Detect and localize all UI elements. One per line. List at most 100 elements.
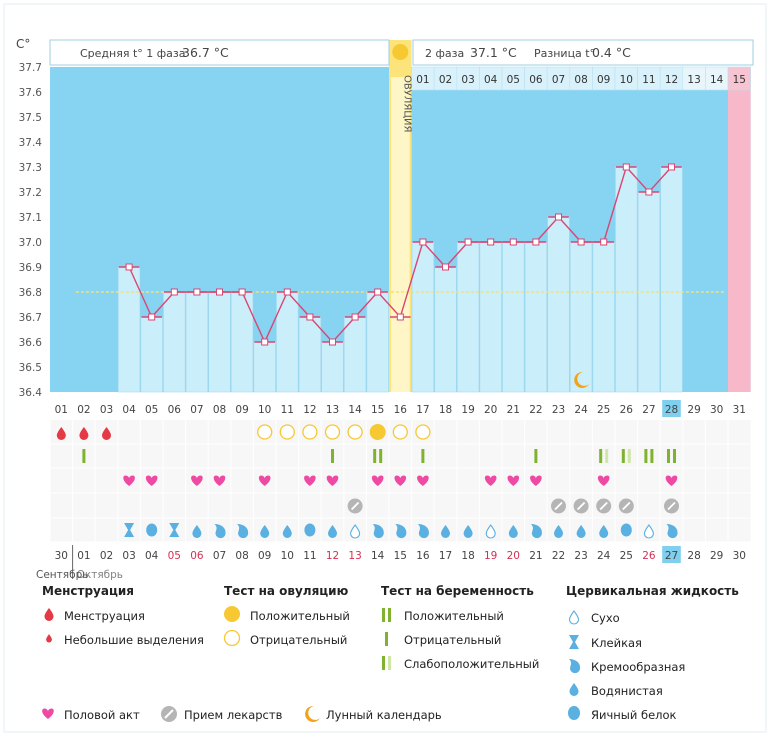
bottom-date-label: 23	[574, 550, 587, 562]
y-tick-label: 36.5	[19, 362, 42, 374]
temp-bar	[660, 166, 683, 393]
y-tick-label: 36.6	[19, 337, 43, 349]
ovulation-inner	[391, 77, 410, 392]
pill-icon-line	[554, 501, 563, 511]
temperature-point	[193, 288, 201, 296]
temp-bar	[253, 341, 276, 393]
bottom-date-label: 01	[77, 550, 90, 562]
phase2-day-label: 09	[597, 74, 610, 86]
bottom-date-label: 22	[552, 550, 565, 562]
ovtest-negative-icon	[324, 424, 341, 440]
date-label: 26	[620, 404, 634, 416]
temp-bar	[434, 266, 457, 393]
temp-bar	[208, 291, 231, 393]
date-label: 07	[190, 404, 203, 416]
y-tick-label: 36.9	[19, 262, 42, 274]
temp-bar	[502, 241, 525, 393]
date-label: 11	[281, 404, 294, 416]
temperature-point	[442, 263, 449, 271]
temp-bar	[321, 341, 344, 393]
phase2-header	[412, 39, 754, 66]
date-label: 21	[507, 404, 520, 416]
bottom-date-label: 02	[100, 550, 113, 562]
temperature-point	[555, 213, 562, 221]
bottom-date-label: 06	[190, 550, 204, 562]
date-label: 22	[529, 404, 542, 416]
pregtest-negative-icon	[82, 449, 86, 463]
temp-bar	[569, 241, 593, 393]
pill-icon-line	[350, 501, 360, 511]
fluid-creamy-icon	[214, 524, 226, 539]
bottom-date-label: 09	[258, 550, 271, 562]
date-label: 19	[461, 404, 474, 416]
date-label: 08	[213, 404, 226, 416]
pregtest-weak-icon	[627, 449, 631, 463]
phase2-day-label: 12	[665, 74, 678, 86]
pill-icon-line	[622, 501, 631, 511]
temperature-point	[148, 313, 156, 321]
fluid-eggwhite-icon	[620, 523, 632, 537]
temp-bar	[524, 241, 547, 393]
bottom-date-label: 07	[213, 550, 226, 562]
diff-label: Разница t°	[534, 47, 595, 60]
bottom-date-label: 18	[461, 550, 474, 562]
fluid-eggwhite-icon	[146, 523, 158, 537]
bottom-date-label: 26	[642, 550, 656, 562]
ovtest-negative-icon	[302, 424, 318, 440]
y-tick-label: 37.7	[19, 62, 42, 74]
phase2-day-label: 13	[687, 74, 700, 86]
unit-label: C°	[16, 37, 30, 51]
fluid-sticky-icon	[124, 523, 135, 537]
temp-bar	[456, 241, 480, 393]
temperature-point	[396, 313, 404, 321]
fluid-creamy-icon	[530, 524, 542, 539]
date-label: 10	[258, 404, 271, 416]
bottom-date-label: 24	[597, 550, 611, 562]
temperature-point	[532, 238, 540, 246]
bottom-date-label: 27	[665, 550, 678, 562]
pill-icon-line	[576, 501, 586, 511]
temp-bar	[118, 266, 141, 393]
pregtest-positive-icon	[673, 449, 676, 463]
fluid-creamy-icon	[237, 524, 249, 539]
fluid-creamy-icon	[666, 524, 678, 539]
temp-bar	[185, 291, 209, 393]
month-label-next: Октябрь	[77, 569, 123, 581]
temp-bar	[343, 316, 367, 393]
temperature-point	[306, 313, 314, 321]
phase2-day-label: 02	[439, 74, 452, 86]
pregtest-positive-icon	[379, 449, 383, 463]
phase2-day-label: 15	[733, 74, 746, 86]
phase2-day-cell	[727, 66, 751, 91]
temp-bar	[163, 291, 186, 393]
date-label: 03	[100, 404, 113, 416]
bottom-date-label: 12	[326, 550, 339, 562]
y-tick-label: 36.4	[19, 387, 43, 399]
date-label: 23	[552, 404, 565, 416]
phase1-label: Средняя t° 1 фаза	[80, 47, 186, 60]
temperature-point	[125, 263, 133, 271]
date-label: 18	[439, 404, 452, 416]
phase2-day-label: 07	[552, 74, 565, 86]
temp-bar	[231, 291, 254, 393]
date-label: 13	[326, 404, 339, 416]
ovtest-positive-icon	[369, 424, 386, 440]
bottom-date-label: 30	[733, 550, 746, 562]
temperature-point	[351, 313, 359, 321]
date-label: 14	[348, 404, 362, 416]
temp-bar	[140, 316, 163, 393]
date-label: 16	[394, 404, 408, 416]
date-label: 17	[416, 404, 429, 416]
pregtest-negative-icon	[331, 449, 334, 463]
bottom-date-highlight	[662, 546, 681, 563]
ovtest-negative-icon	[257, 424, 273, 440]
bottom-date-label: 30	[55, 550, 68, 562]
fluid-creamy-icon	[372, 524, 384, 539]
temperature-point	[419, 238, 427, 246]
date-label: 05	[145, 404, 158, 416]
temperature-point	[577, 238, 585, 246]
bottom-date-label: 14	[371, 550, 385, 562]
y-tick-label: 37.1	[19, 212, 42, 224]
